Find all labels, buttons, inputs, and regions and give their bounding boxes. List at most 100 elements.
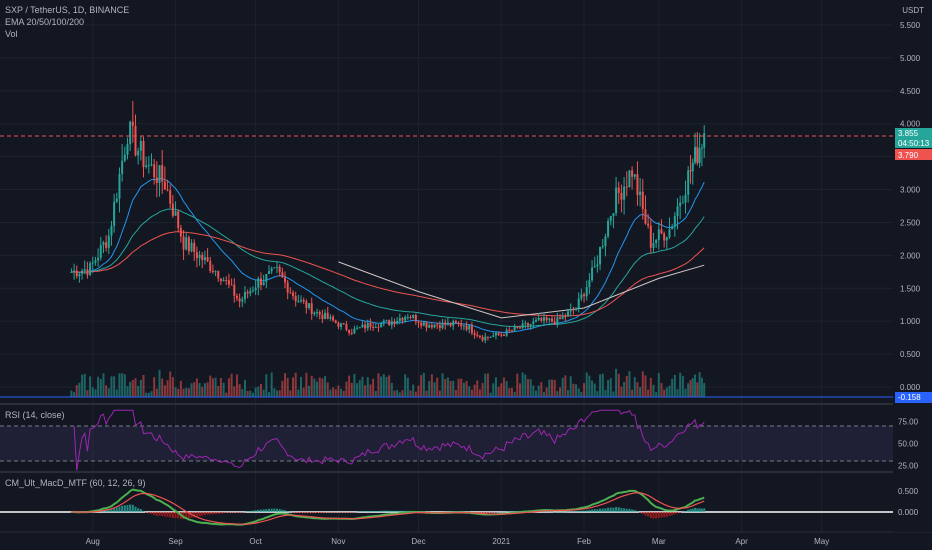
macd-histogram-bar bbox=[497, 511, 500, 513]
candle-body bbox=[612, 213, 615, 216]
macd-histogram-bar bbox=[361, 511, 364, 512]
macd-histogram-bar bbox=[115, 507, 118, 512]
macd-histogram-bar bbox=[607, 507, 610, 512]
macd-histogram-bar bbox=[251, 510, 254, 512]
candle-body bbox=[174, 211, 177, 216]
candle-body bbox=[292, 292, 295, 296]
volume-bar bbox=[145, 392, 148, 397]
volume-bar bbox=[545, 387, 548, 397]
time-label: Dec bbox=[411, 537, 425, 546]
candle-body bbox=[123, 154, 126, 161]
macd-histogram-bar bbox=[556, 511, 559, 513]
volume-bar bbox=[438, 390, 441, 397]
level-price-value: 3.790 bbox=[898, 151, 919, 160]
candle-body bbox=[420, 322, 423, 326]
volume-bar bbox=[633, 377, 636, 397]
candle-body bbox=[75, 270, 78, 277]
candle-body bbox=[211, 271, 214, 273]
macd-histogram-bar bbox=[575, 511, 578, 512]
candle-body bbox=[481, 336, 484, 341]
candle-body bbox=[390, 321, 393, 326]
macd-histogram-bar bbox=[222, 512, 225, 514]
volume-bar bbox=[134, 378, 137, 397]
macd-histogram-bar bbox=[137, 508, 140, 512]
rsi-legend[interactable]: RSI (14, close) bbox=[5, 410, 65, 420]
ema-legend[interactable]: EMA 20/50/100/200 bbox=[5, 17, 85, 27]
volume-bar bbox=[348, 375, 351, 397]
volume-bar bbox=[198, 383, 201, 397]
candle-body bbox=[428, 325, 431, 328]
symbol-title[interactable]: SXP / TetherUS, 1D, BINANCE bbox=[5, 5, 130, 15]
volume-bar bbox=[99, 378, 102, 397]
volume-bar bbox=[433, 382, 436, 397]
candle-body bbox=[369, 322, 372, 327]
volume-bar bbox=[179, 380, 182, 397]
macd-histogram-bar bbox=[113, 508, 116, 512]
macd-histogram-bar bbox=[513, 511, 516, 512]
macd-histogram-bar bbox=[364, 511, 367, 512]
candle-body bbox=[313, 312, 316, 315]
candle-body bbox=[364, 324, 367, 329]
volume-bar bbox=[436, 377, 439, 397]
volume-bar bbox=[585, 372, 588, 397]
volume-legend[interactable]: Vol bbox=[5, 29, 18, 39]
candle-body bbox=[609, 215, 612, 221]
macd-histogram-bar bbox=[687, 509, 690, 512]
macd-legend[interactable]: CM_Ult_MacD_MTF (60, 12, 26, 9) bbox=[5, 478, 146, 488]
macd-histogram-bar bbox=[163, 512, 166, 517]
candle-body bbox=[636, 174, 639, 196]
volume-bar bbox=[673, 374, 676, 397]
macd-histogram-bar bbox=[599, 508, 602, 512]
candle-body bbox=[465, 325, 468, 330]
time-label: Oct bbox=[249, 537, 262, 546]
volume-bar bbox=[273, 388, 276, 397]
macd-histogram-bar bbox=[318, 512, 321, 513]
volume-bar bbox=[454, 389, 457, 397]
candle-body bbox=[222, 280, 225, 282]
volume-bar bbox=[641, 371, 644, 397]
volume-bar bbox=[505, 381, 508, 397]
macd-histogram-bar bbox=[217, 512, 220, 514]
price-axis-background[interactable] bbox=[893, 0, 932, 532]
candle-body bbox=[246, 292, 249, 294]
macd-histogram-bar bbox=[153, 512, 156, 516]
candle-body bbox=[137, 150, 140, 156]
macd-histogram-bar bbox=[561, 511, 564, 513]
volume-bar bbox=[521, 372, 524, 397]
macd-histogram-bar bbox=[481, 512, 484, 513]
rsi-polyline bbox=[73, 409, 705, 471]
candle-body bbox=[203, 257, 206, 261]
volume-bar bbox=[107, 388, 110, 397]
volume-bar bbox=[553, 379, 556, 397]
macd-histogram-bar bbox=[671, 512, 674, 516]
candle-body bbox=[105, 242, 108, 248]
candle-body bbox=[513, 326, 516, 331]
volume-bar bbox=[350, 382, 353, 397]
volume-bar bbox=[75, 385, 78, 397]
candle-body bbox=[94, 260, 97, 263]
volume-bar bbox=[246, 390, 249, 397]
macd-histogram-bar bbox=[241, 512, 244, 513]
candle-body bbox=[647, 223, 650, 226]
candle-body bbox=[340, 323, 343, 327]
volume-bar bbox=[270, 372, 273, 397]
macd-histogram-bar bbox=[225, 512, 228, 513]
volume-bar bbox=[222, 382, 225, 397]
candle-body bbox=[382, 320, 385, 324]
candle-body bbox=[548, 318, 551, 321]
macd-histogram-bar bbox=[700, 508, 703, 512]
macd-histogram-bar bbox=[257, 509, 260, 512]
ema-200-line bbox=[338, 261, 705, 319]
candle-body bbox=[425, 322, 428, 328]
volume-bar bbox=[345, 381, 348, 397]
volume-bar bbox=[409, 390, 412, 397]
candle-body bbox=[214, 271, 217, 273]
volume-bar bbox=[476, 380, 479, 397]
volume-bar bbox=[193, 382, 196, 397]
candle-body bbox=[449, 322, 452, 326]
level-price-tag: 3.790 bbox=[895, 149, 932, 160]
volume-bar bbox=[142, 375, 145, 397]
volume-bar bbox=[310, 375, 313, 397]
macd-histogram-bar bbox=[243, 511, 246, 513]
